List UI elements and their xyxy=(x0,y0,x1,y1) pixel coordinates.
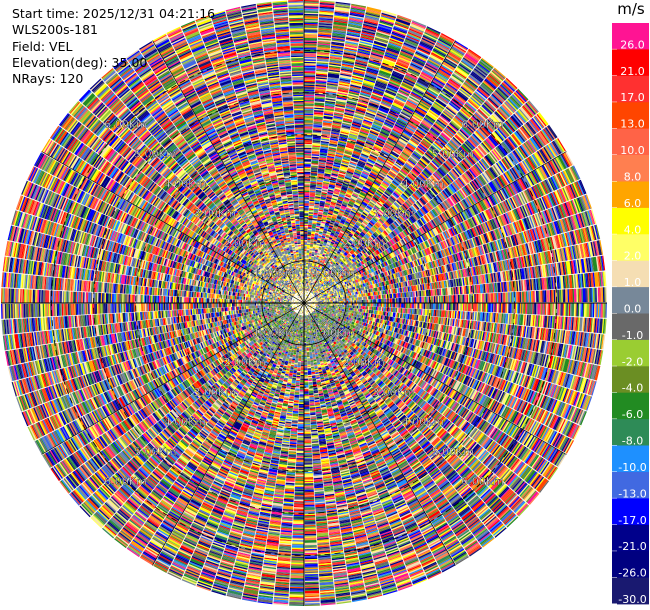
ring-label-2km: 2.00Km xyxy=(342,237,384,250)
colorbar-label: -6.0 xyxy=(622,408,643,421)
ring-label-4km: 4.00Km xyxy=(164,178,206,191)
ring-label-4km: 4.00Km xyxy=(164,416,206,429)
elevation-label: Elevation(deg): 35.00 xyxy=(12,54,148,70)
radial-330deg xyxy=(152,40,305,304)
colorbar-swatch xyxy=(612,551,649,578)
ring-label-5km: 5.00Km xyxy=(134,148,176,161)
radial-30deg xyxy=(303,40,456,304)
colorbar-label: 8.0 xyxy=(624,171,642,184)
ring-label-4km: 4.00Km xyxy=(402,178,444,191)
colorbar-swatch xyxy=(612,207,649,235)
ring-label-6km: 6.00Km xyxy=(461,118,503,131)
nrays-label: NRays: 120 xyxy=(12,71,84,87)
ring-label-6km: 6.00Km xyxy=(104,475,146,488)
colorbar-swatch xyxy=(612,155,649,182)
colorbar-swatch xyxy=(612,128,649,156)
colorbar-swatch xyxy=(612,287,649,314)
colorbar-label: -4.0 xyxy=(622,382,643,395)
colorbar-swatch xyxy=(612,498,649,526)
colorbar-label: -10.0 xyxy=(618,461,646,474)
colorbar-label: -13.0 xyxy=(618,487,646,500)
ring-label-4km: 4.00Km xyxy=(402,416,444,429)
colorbar-swatch xyxy=(612,181,649,209)
ring-label-3km: 3.00Km xyxy=(193,207,235,220)
colorbar-swatch xyxy=(612,472,649,499)
ring-label-1km: 1.00Km xyxy=(313,267,355,280)
velocity-bin-13.0 xyxy=(1,5,602,600)
colorbar-label: 0.0 xyxy=(624,303,642,316)
colorbar-swatch xyxy=(612,23,649,50)
ring-label-2km: 2.00Km xyxy=(223,237,265,250)
ring-label-3km: 3.00Km xyxy=(193,386,235,399)
colorbar-swatch xyxy=(612,339,649,367)
colorbar-swatch xyxy=(612,577,649,605)
ring-label-1km: 1.00Km xyxy=(253,267,295,280)
colorbar-label: 26.0 xyxy=(620,38,645,51)
range-ring-grid xyxy=(1,0,607,606)
colorbar-label: 2.0 xyxy=(624,250,642,263)
ring-label-1km: 1.00Km xyxy=(253,326,295,339)
velocity-bin--21.0 xyxy=(4,6,599,604)
ring-label-1km: 1.00Km xyxy=(313,326,355,339)
station-label: WLS200s-181 xyxy=(12,22,98,38)
colorbar-swatch xyxy=(612,419,649,446)
colorbar-swatch xyxy=(612,234,649,262)
radial-300deg xyxy=(41,151,305,304)
colorbar-label: -21.0 xyxy=(618,540,646,553)
colorbar-swatch xyxy=(612,75,649,103)
scan-info: Start time: 2025/12/31 04:21:16 WLS200s-… xyxy=(12,6,215,87)
colorbar-swatch xyxy=(612,260,649,288)
colorbar-label: -1.0 xyxy=(622,329,643,342)
colorbar-swatch xyxy=(612,392,649,420)
colorbar-label: 17.0 xyxy=(620,91,645,104)
colorbar-swatch xyxy=(612,445,649,473)
colorbar-label: -30.0 xyxy=(618,593,646,606)
radial-60deg xyxy=(303,151,567,304)
colorbar-label: 13.0 xyxy=(620,118,645,131)
ring-label-5km: 5.00Km xyxy=(134,445,176,458)
velocity-bin--2.0 xyxy=(2,0,607,605)
colorbar-label: -26.0 xyxy=(618,567,646,580)
colorbar-swatch xyxy=(612,366,649,394)
ring-label-6km: 6.00Km xyxy=(104,118,146,131)
colorbar-label: -17.0 xyxy=(618,514,646,527)
colorbar-swatch xyxy=(612,49,649,77)
colorbar-label: 10.0 xyxy=(620,144,645,157)
colorbar-label: 21.0 xyxy=(620,65,645,78)
ring-label-3km: 3.00Km xyxy=(372,207,414,220)
ring-label-2km: 2.00Km xyxy=(342,356,384,369)
ring-label-2km: 2.00Km xyxy=(223,356,265,369)
velocity-field xyxy=(1,0,607,607)
colorbar-swatch xyxy=(612,524,649,552)
colorbar-label: 1.0 xyxy=(624,276,642,289)
colorbar-label: -2.0 xyxy=(622,355,643,368)
ring-label-3km: 3.00Km xyxy=(372,386,414,399)
velocity-bin-26.0 xyxy=(4,4,603,606)
colorbar-swatch xyxy=(612,102,649,129)
range-ring-labels: 1.00Km 2.00Km 3.00Km 4.00Km 5.00Km 6.00Km 1.00… xyxy=(104,118,504,488)
radial-150deg xyxy=(303,302,456,566)
field-label: Field: VEL xyxy=(12,38,73,54)
ring-label-5km: 5.00Km xyxy=(432,148,474,161)
start-time-label: Start time: 2025/12/31 04:21:16 xyxy=(12,6,216,21)
ring-label-6km: 6.00Km xyxy=(461,475,503,488)
colorbar-units: m/s xyxy=(617,0,645,18)
ring-label-5km: 5.00Km xyxy=(432,445,474,458)
radial-240deg xyxy=(41,302,305,455)
radial-210deg xyxy=(152,302,305,566)
colorbar-swatch xyxy=(612,313,649,341)
colorbar-label: -8.0 xyxy=(622,435,643,448)
colorbar-label: 4.0 xyxy=(624,223,642,236)
radial-120deg xyxy=(303,302,567,455)
colorbar-label: 6.0 xyxy=(624,197,642,210)
